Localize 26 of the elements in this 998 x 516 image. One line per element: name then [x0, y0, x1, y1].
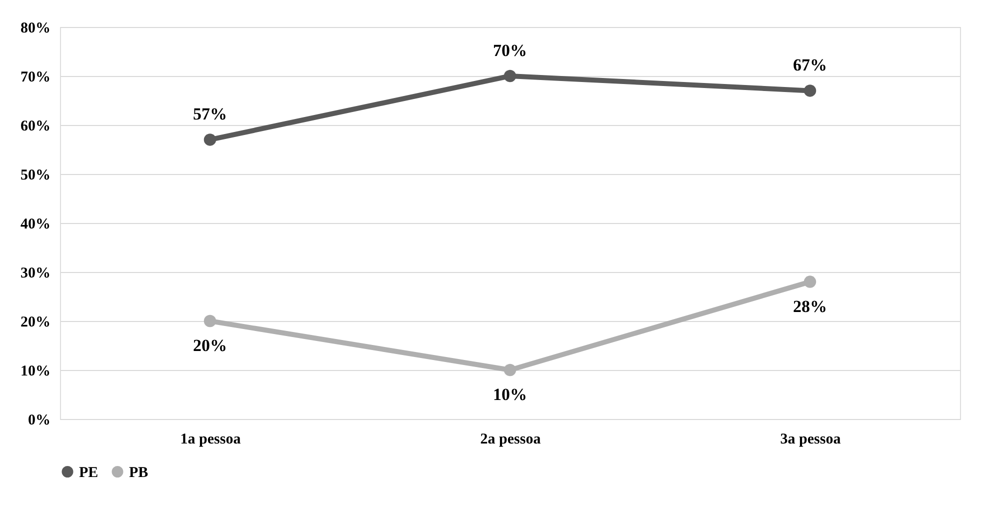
x-tick-label: 2a pessoa — [480, 432, 542, 448]
point — [204, 314, 216, 328]
y-tick-label: 30% — [20, 266, 50, 282]
legend-label: PB — [129, 464, 148, 481]
data-label: 20% — [193, 336, 227, 355]
point — [804, 84, 816, 97]
data-label: 67% — [793, 56, 827, 75]
point — [504, 70, 516, 82]
y-tick-label: 70% — [20, 70, 50, 86]
data-label: 57% — [193, 104, 227, 124]
data-label: 10% — [493, 385, 527, 404]
point — [804, 276, 816, 288]
y-tick-label: 60% — [20, 118, 50, 134]
x-tick-label: 1a pessoa — [180, 432, 242, 448]
x-tick-label: 3a pessoa — [780, 432, 842, 448]
data-label: 28% — [793, 296, 827, 316]
y-tick-label: 20% — [20, 314, 50, 330]
y-tick-label: 0% — [28, 412, 50, 428]
legend-label: PE — [79, 464, 98, 481]
y-tick-label: 50% — [20, 168, 50, 184]
y-tick-label: 80% — [20, 20, 50, 36]
data-label: 70% — [493, 41, 527, 60]
point — [504, 364, 516, 376]
point — [204, 134, 216, 146]
y-tick-label: 10% — [20, 364, 50, 380]
y-tick-label: 40% — [20, 216, 50, 232]
